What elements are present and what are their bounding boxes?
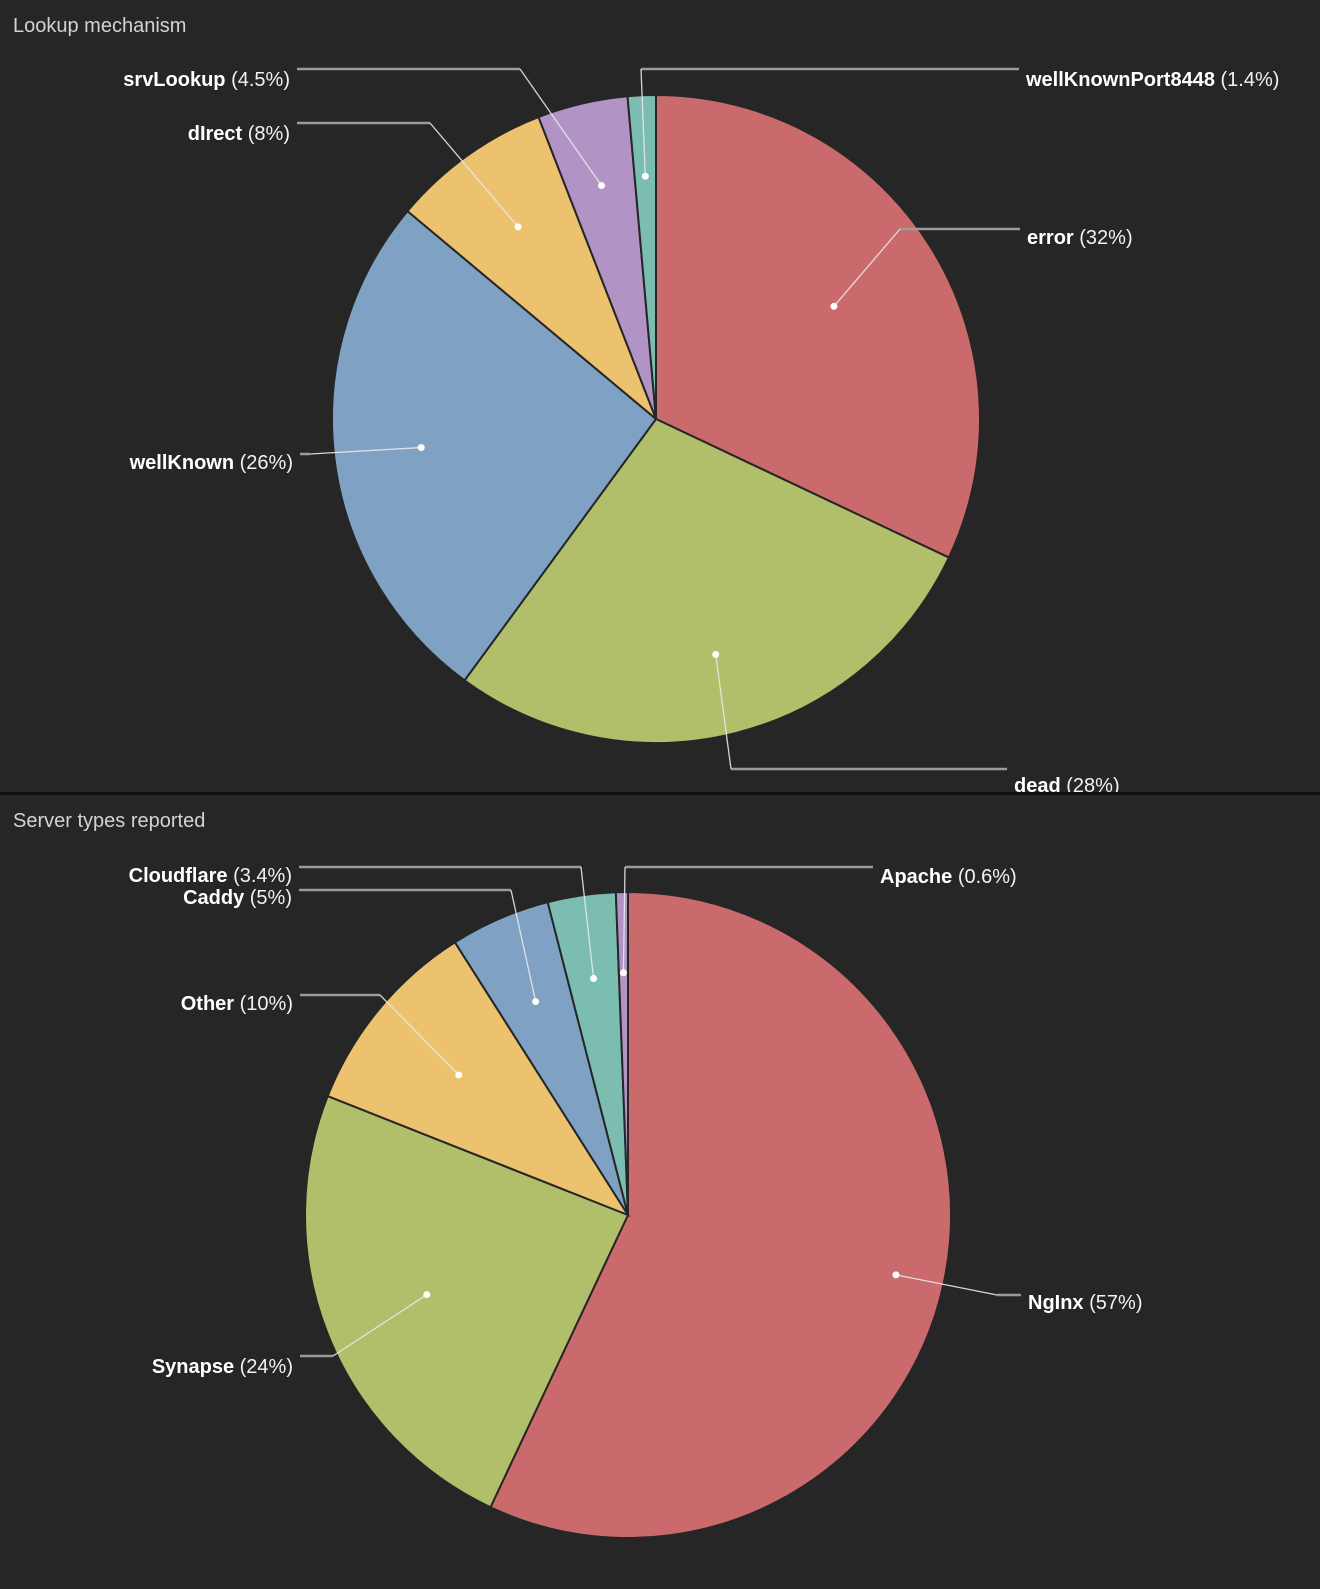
slice-anchor-dot-Other xyxy=(455,1071,463,1079)
slice-percentage: (5%) xyxy=(249,887,292,909)
callout-label-Caddy: Caddy (5%) xyxy=(183,887,292,909)
slice-name: dead xyxy=(1014,775,1061,792)
slice-anchor-dot-dead xyxy=(712,651,720,659)
callout-pointer-dIrect xyxy=(429,122,519,228)
slice-percentage: (1.4%) xyxy=(1220,69,1280,91)
slice-name: Apache xyxy=(880,866,953,888)
slice-anchor-dot-Cloudflare xyxy=(590,974,598,982)
callout-label-Synapse: Synapse (24%) xyxy=(152,1356,293,1378)
slice-name: Caddy xyxy=(183,887,245,909)
chart-title-server-types: Server types reported xyxy=(13,810,206,832)
slice-name: Synapse xyxy=(151,1356,235,1378)
callout-pointer-Apache xyxy=(622,866,626,973)
slice-anchor-dot-Synapse xyxy=(423,1291,431,1299)
slice-percentage: (10%) xyxy=(239,993,293,1015)
callout-label-Other: Other (10%) xyxy=(181,993,293,1015)
callout-pointer-srvLookup xyxy=(519,68,602,186)
slice-name: wellKnownPort8448 xyxy=(1026,69,1215,91)
callout-pointer-Synapse xyxy=(332,1294,428,1357)
slice-percentage: (0.6%) xyxy=(957,866,1017,888)
slice-percentage: (3.4%) xyxy=(233,865,292,887)
pie-slice-wellKnown[interactable] xyxy=(331,209,658,682)
slice-percentage: (26%) xyxy=(239,452,293,474)
pie-chart-lookup-mechanism xyxy=(297,67,1020,771)
pie-slice-NgInx[interactable] xyxy=(489,890,952,1539)
slice-anchor-dot-Apache xyxy=(619,969,627,977)
slice-name: error xyxy=(1027,227,1074,249)
slice-anchor-dot-wellKnown xyxy=(417,444,425,452)
callout-label-dead: dead (28%) xyxy=(1014,775,1120,792)
slice-percentage: (8%) xyxy=(247,123,290,145)
pie-slice-dIrect[interactable] xyxy=(406,115,657,420)
callout-label-wellKnown: wellKnown (26%) xyxy=(130,452,293,474)
slice-name: Cloudflare xyxy=(128,865,228,887)
callout-label-Apache: Apache (0.6%) xyxy=(880,866,1017,888)
slice-anchor-dot-dIrect xyxy=(514,223,522,231)
callout-pointer-Caddy xyxy=(510,889,537,1002)
slice-anchor-dot-Caddy xyxy=(532,998,540,1006)
slice-percentage: (32%) xyxy=(1079,227,1133,249)
callout-pointer-wellKnown xyxy=(309,446,422,455)
slice-percentage: (4.5%) xyxy=(231,69,290,91)
chart-panel-lookup-mechanism: Lookup mechanism error (32%) dead (28%) we… xyxy=(0,0,1320,792)
slice-name: NgInx xyxy=(1028,1292,1084,1314)
slice-name: Other xyxy=(180,993,235,1015)
chart-title-lookup-mechanism: Lookup mechanism xyxy=(13,15,187,37)
callout-pointer-Cloudflare xyxy=(580,866,595,979)
callout-pointer-Other xyxy=(379,994,460,1076)
pie-slice-Other[interactable] xyxy=(326,940,631,1218)
callout-label-dIrect: dIrect (8%) xyxy=(188,123,290,145)
callout-label-NgInx: NgInx (57%) xyxy=(1028,1292,1142,1314)
pie-slice-dead[interactable] xyxy=(463,417,951,745)
slice-anchor-dot-wellKnownPort8448 xyxy=(641,172,649,180)
slice-percentage: (57%) xyxy=(1089,1292,1143,1314)
callout-label-srvLookup: srvLookup (4.5%) xyxy=(123,69,290,91)
slice-percentage: (24%) xyxy=(239,1356,293,1378)
chart-panel-server-types: Server types reported NgInx (57%) Synapse… xyxy=(0,795,1320,1589)
pie-slice-Synapse[interactable] xyxy=(304,1094,630,1509)
callout-label-error: error (32%) xyxy=(1027,227,1133,249)
callout-pointer-dead xyxy=(715,654,732,770)
slice-anchor-dot-error xyxy=(830,302,838,310)
slice-percentage: (28%) xyxy=(1066,775,1120,792)
slice-name: dIrect xyxy=(187,123,243,145)
slice-name: wellKnown xyxy=(129,452,235,474)
slice-name: srvLookup xyxy=(123,69,226,91)
callout-label-wellKnownPort8448: wellKnownPort8448 (1.4%) xyxy=(1026,69,1279,91)
callout-pointer-wellKnownPort8448 xyxy=(640,68,646,177)
callout-pointer-NgInx xyxy=(895,1274,998,1296)
callout-pointer-error xyxy=(833,228,901,307)
pie-chart-server-types xyxy=(299,865,1021,1539)
callout-label-Cloudflare: Cloudflare (3.4%) xyxy=(129,865,292,887)
pie-slice-error[interactable] xyxy=(655,93,981,559)
slice-anchor-dot-srvLookup xyxy=(597,182,605,190)
slice-anchor-dot-NgInx xyxy=(892,1271,900,1279)
